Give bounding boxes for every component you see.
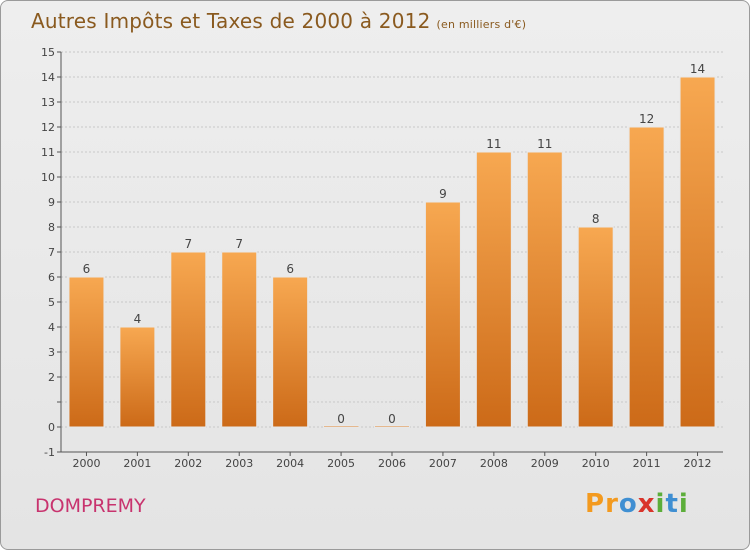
bar-value-label: 11 (486, 137, 501, 151)
logo-letter: x (637, 489, 656, 519)
y-tick-label: 7 (48, 246, 55, 259)
bar-value-label: 6 (83, 262, 91, 276)
x-tick-label: 2003 (225, 457, 253, 470)
y-tick-label: 10 (41, 171, 55, 184)
logo-letter: P (585, 489, 606, 519)
bar-value-label: 6 (286, 262, 294, 276)
bar-value-label: 0 (337, 412, 345, 426)
y-tick-label: 14 (41, 71, 55, 84)
y-tick-label: -1 (44, 446, 55, 459)
bar-value-label: 4 (134, 312, 142, 326)
bar (526, 151, 563, 428)
grid-lines (61, 51, 723, 453)
logo-letter: i (678, 489, 689, 519)
y-tick-label: 13 (41, 96, 55, 109)
x-tick-label: 2008 (480, 457, 508, 470)
bar (68, 276, 105, 428)
bar (424, 201, 461, 428)
x-tick-label: 2001 (123, 457, 151, 470)
x-tick-label: 2002 (174, 457, 202, 470)
bar-value-label: 8 (592, 212, 600, 226)
logo-letter: t (665, 489, 679, 519)
y-tick-label: 8 (48, 221, 55, 234)
bar (374, 425, 410, 428)
y-tick-label: 11 (41, 146, 55, 159)
y-tick-label: 12 (41, 121, 55, 134)
y-tick-label: 9 (48, 196, 55, 209)
axes (57, 51, 723, 456)
commune-name: DOMPREMY (35, 495, 146, 517)
bar-value-label: 11 (537, 137, 552, 151)
bar (679, 76, 716, 428)
y-tick-label: 15 (41, 46, 55, 59)
y-tick-label: 3 (48, 346, 55, 359)
bar (170, 251, 207, 428)
bar-value-label: 12 (639, 112, 654, 126)
x-tick-label: 2010 (582, 457, 610, 470)
bar-value-label: 9 (439, 187, 447, 201)
logo-letter: r (605, 489, 619, 519)
bar (272, 276, 309, 428)
x-tick-label: 2006 (378, 457, 406, 470)
bar-value-label: 7 (184, 237, 192, 251)
proxiti-logo: Proxiti (585, 489, 689, 519)
logo-letter: i (655, 489, 666, 519)
x-tick-label: 2011 (633, 457, 661, 470)
logo-letter: o (618, 489, 638, 519)
y-tick-label: 4 (48, 321, 55, 334)
bar-value-label: 7 (235, 237, 243, 251)
y-tick-label: 2 (48, 371, 55, 384)
x-tick-label: 2000 (72, 457, 100, 470)
x-tick-label: 2005 (327, 457, 355, 470)
x-tick-label: 2004 (276, 457, 304, 470)
bar-value-label: 0 (388, 412, 396, 426)
chart-subtitle: (en milliers d'€) (436, 18, 527, 31)
chart-title: Autres Impôts et Taxes de 2000 à 2012 (en… (31, 9, 527, 33)
x-tick-label: 2007 (429, 457, 457, 470)
bar (119, 326, 156, 428)
bar (475, 151, 512, 428)
bar (323, 425, 360, 428)
labels: -1 0 2 3 4 5 6 7 8 9 10 11 12 13 14 15 6 2000 4 2001 7 2002 7 2… (41, 46, 712, 470)
y-tick-label: 6 (48, 271, 55, 284)
bar-value-label: 14 (690, 62, 705, 76)
bars (68, 76, 716, 428)
x-tick-label: 2009 (531, 457, 559, 470)
bar (628, 126, 665, 428)
x-tick-label: 2012 (684, 457, 712, 470)
bar (577, 226, 614, 428)
bar (221, 251, 258, 428)
y-tick-label: 0 (48, 421, 55, 434)
y-tick-label: 5 (48, 296, 55, 309)
